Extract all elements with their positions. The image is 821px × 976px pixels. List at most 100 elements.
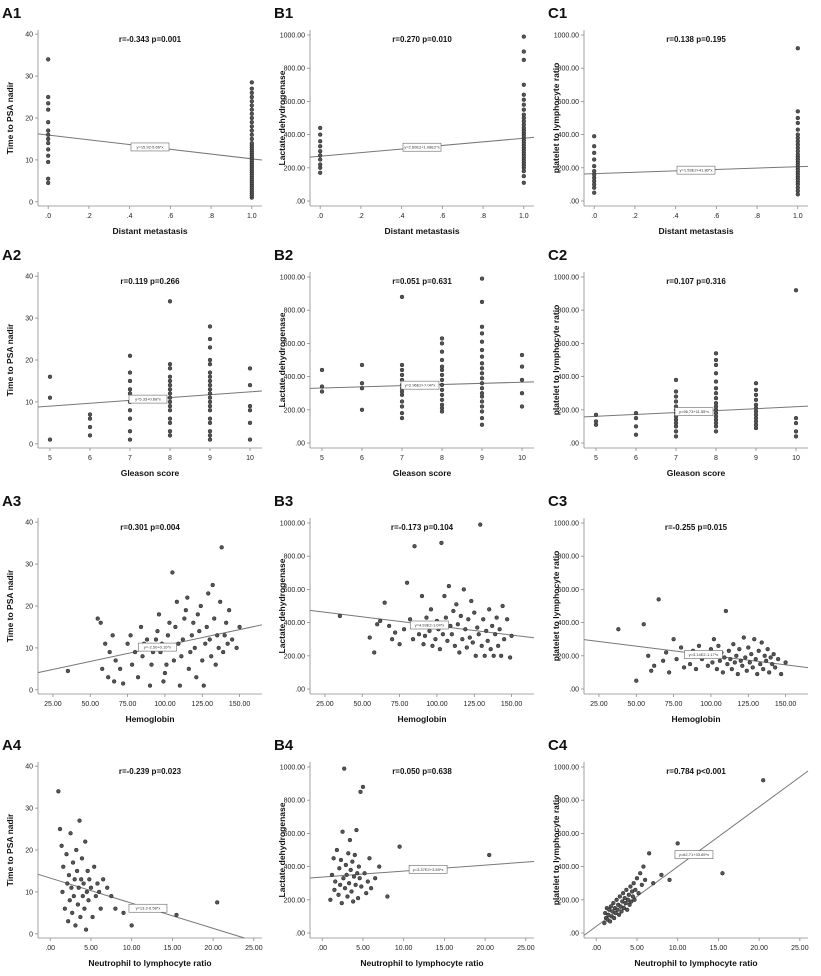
data-point: [162, 670, 168, 676]
equation-box: [408, 864, 448, 874]
data-point: [716, 643, 721, 648]
data-point: [364, 891, 369, 896]
data-point: [487, 607, 492, 612]
correlation-text: r=-0.239 p=0.023: [119, 767, 182, 776]
x-tick-label: 25.00: [245, 945, 263, 952]
data-point: [345, 894, 350, 899]
data-point: [491, 653, 496, 658]
correlation-text: r=0.107 p=0.316: [666, 277, 726, 286]
data-point: [249, 90, 254, 96]
data-point: [451, 608, 456, 614]
data-point: [46, 153, 51, 158]
data-point: [337, 866, 342, 871]
data-point: [464, 645, 469, 650]
x-tick-label: 150.00: [775, 701, 797, 708]
data-point: [167, 391, 173, 396]
data-point: [399, 410, 405, 416]
data-point: [207, 370, 213, 375]
data-point: [80, 893, 85, 899]
y-tick-label: 400.00: [284, 132, 306, 139]
data-point: [479, 347, 485, 353]
data-point: [46, 128, 51, 133]
data-point: [105, 885, 110, 890]
data-point: [127, 370, 133, 375]
data-point: [318, 139, 323, 144]
equation-label: y=2.96E2+7.04*x: [405, 383, 436, 388]
data-point: [753, 392, 759, 398]
y-tick-label: 40: [25, 764, 33, 771]
data-point: [399, 415, 405, 421]
data-point: [222, 633, 227, 638]
data-point: [177, 683, 183, 688]
data-point: [128, 633, 133, 638]
y-tick-label: 200.00: [284, 897, 306, 904]
y-axis-title: platelet to lymphocyte ratio: [551, 63, 561, 174]
data-point: [88, 885, 94, 890]
x-axis-title: Hemoglobin: [671, 714, 720, 724]
data-point: [207, 420, 213, 426]
data-point: [758, 661, 763, 667]
data-point: [319, 384, 325, 389]
data-point: [147, 683, 153, 688]
y-axis-title: Time to PSA nadir: [5, 569, 15, 642]
data-point: [726, 648, 732, 653]
data-point: [209, 654, 214, 659]
x-tick-label: .6: [713, 213, 719, 220]
panel-B3: B3 .00 200.00 400.00 600.00 800.00 1000.00 25.0…: [274, 493, 535, 724]
data-point: [671, 637, 676, 642]
data-point: [625, 907, 630, 912]
data-point: [127, 416, 133, 421]
data-point: [341, 876, 346, 881]
data-point: [207, 324, 213, 329]
data-point: [247, 403, 253, 409]
equation-label: y=62.71+33.69*x: [679, 852, 709, 857]
x-tick-label: .00: [45, 945, 55, 952]
x-tick-label: 15.00: [164, 945, 182, 952]
data-point: [713, 429, 719, 434]
data-point: [96, 889, 102, 895]
data-point: [479, 354, 485, 359]
data-point: [793, 429, 799, 434]
data-point: [443, 615, 449, 620]
x-tick-label: .2: [86, 213, 92, 220]
x-tick-label: 6: [88, 455, 92, 462]
data-point: [197, 628, 202, 634]
data-point: [103, 641, 108, 646]
data-point: [67, 898, 72, 903]
y-tick-label: 1000.00: [280, 32, 305, 39]
data-point: [382, 600, 387, 605]
data-point: [79, 856, 85, 861]
x-axis-title: Gleason score: [121, 468, 180, 478]
data-point: [207, 429, 213, 434]
data-point: [713, 396, 719, 401]
data-point: [212, 616, 217, 621]
y-axis-title: Time to PSA nadir: [5, 813, 15, 886]
data-point: [167, 366, 173, 371]
data-point: [85, 868, 90, 874]
data-point: [439, 336, 445, 341]
data-point: [70, 860, 76, 865]
y-tick-label: 400.00: [558, 620, 580, 627]
data-point: [750, 665, 755, 670]
data-point: [521, 82, 526, 87]
data-point: [84, 889, 90, 895]
data-point: [229, 637, 235, 642]
data-point: [46, 136, 51, 142]
data-point: [351, 899, 356, 904]
y-tick-label: 1000.00: [280, 520, 305, 527]
data-point: [83, 927, 89, 932]
data-point: [439, 402, 445, 407]
equation-box: [128, 903, 168, 913]
data-point: [479, 415, 485, 421]
data-point: [479, 299, 485, 305]
data-point: [399, 294, 405, 300]
y-tick-label: 10: [25, 399, 33, 406]
data-point: [221, 649, 226, 655]
x-axis-title: Neutrophil to lymphocyte ratio: [634, 958, 757, 968]
equation-box: [138, 642, 177, 652]
data-point: [207, 387, 213, 392]
data-point: [611, 900, 616, 906]
y-tick-label: 800.00: [284, 798, 306, 805]
data-point: [110, 633, 115, 638]
data-point: [749, 652, 754, 657]
